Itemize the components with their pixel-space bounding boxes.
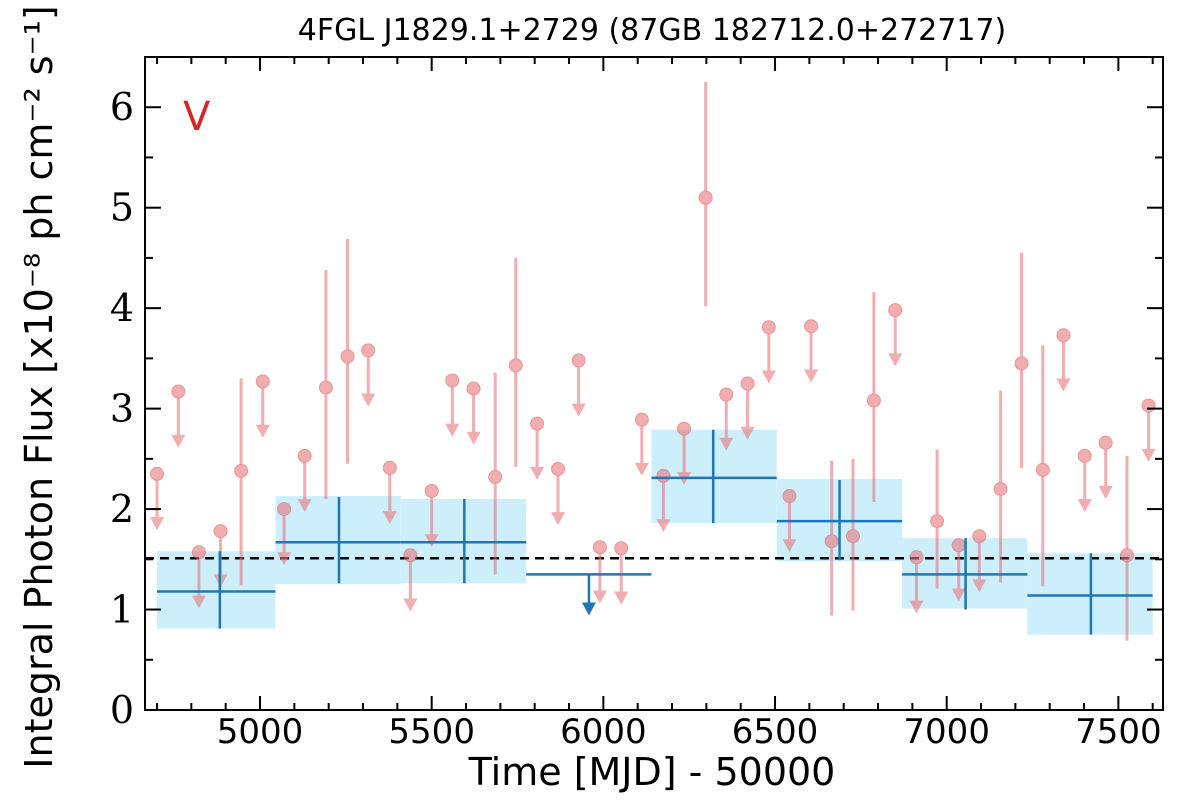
y-tick-label: 4 bbox=[110, 286, 134, 330]
bin-point bbox=[1027, 553, 1153, 635]
y-tick-label: 6 bbox=[110, 85, 134, 129]
data-point bbox=[424, 483, 439, 548]
plot-frame bbox=[144, 56, 1164, 711]
data-point bbox=[571, 353, 586, 417]
data-point bbox=[1119, 455, 1134, 641]
y-tick-label: 2 bbox=[110, 487, 134, 531]
data-point bbox=[1035, 345, 1050, 587]
data-point bbox=[508, 257, 523, 467]
x-tick-label: 6500 bbox=[732, 712, 819, 752]
data-point bbox=[614, 541, 629, 605]
data-point bbox=[234, 378, 249, 586]
data-point bbox=[1141, 398, 1156, 462]
bin-point bbox=[157, 551, 276, 629]
data-point bbox=[150, 466, 165, 531]
data-point bbox=[361, 343, 376, 407]
data-point bbox=[277, 502, 292, 566]
x-axis-label: Time [MJD] - 50000 bbox=[468, 750, 836, 794]
variability-label: V bbox=[183, 94, 211, 140]
y-axis-label: Integral Photon Flux [x10⁻⁸ ph cm⁻² s⁻¹] bbox=[17, 5, 61, 768]
x-tick-label: 5500 bbox=[388, 712, 475, 752]
bin-point bbox=[776, 479, 903, 561]
y-tick-label: 3 bbox=[110, 387, 134, 431]
data-point bbox=[909, 550, 924, 614]
data-point bbox=[551, 461, 566, 526]
data-point bbox=[191, 545, 206, 609]
x-tick-label: 5000 bbox=[217, 712, 304, 752]
data-point bbox=[1014, 252, 1029, 468]
data-point bbox=[403, 548, 418, 612]
data-point bbox=[634, 412, 649, 476]
x-tick-label: 6000 bbox=[560, 712, 647, 752]
data-point bbox=[445, 373, 460, 437]
data-point bbox=[1077, 448, 1092, 513]
data-point bbox=[1056, 328, 1071, 392]
data-point bbox=[993, 390, 1008, 583]
plot-area: 5000 5500 6000 6500 7000 7500 0 1 2 3 4 5 6 bbox=[110, 56, 1164, 752]
y-tick-label: 5 bbox=[110, 186, 134, 230]
data-point bbox=[698, 82, 713, 307]
y-tick-label: 1 bbox=[110, 588, 134, 632]
x-tick-label: 7500 bbox=[1075, 712, 1162, 752]
data-point bbox=[888, 303, 903, 367]
data-point bbox=[740, 376, 755, 440]
bin-point bbox=[651, 429, 777, 524]
x-tick-label: 7000 bbox=[903, 712, 990, 752]
data-point bbox=[488, 372, 503, 575]
data-point bbox=[318, 269, 333, 500]
data-point bbox=[719, 387, 734, 451]
data-point bbox=[951, 538, 966, 602]
bin-point bbox=[400, 499, 527, 584]
data-point bbox=[782, 489, 797, 553]
data-point bbox=[382, 460, 397, 525]
bin-point bbox=[526, 573, 652, 616]
y-tick-label: 0 bbox=[110, 688, 134, 732]
data-point bbox=[1098, 435, 1113, 500]
bin-point bbox=[902, 538, 1028, 610]
data-point bbox=[972, 529, 987, 593]
data-point bbox=[930, 449, 945, 589]
data-point bbox=[466, 381, 481, 445]
data-point bbox=[592, 540, 607, 604]
data-point bbox=[530, 416, 545, 480]
data-point bbox=[761, 320, 776, 384]
data-point bbox=[340, 238, 355, 464]
data-point bbox=[845, 458, 860, 611]
data-point bbox=[824, 460, 839, 616]
data-point bbox=[297, 448, 312, 513]
data-point bbox=[171, 384, 186, 448]
chart-title: 4FGL J1829.1+2729 (87GB 182712.0+272717) bbox=[298, 13, 1006, 48]
bin-shade bbox=[157, 551, 276, 629]
data-point bbox=[255, 374, 270, 438]
data-point bbox=[866, 292, 881, 503]
bin-point bbox=[275, 497, 401, 584]
data-point bbox=[804, 319, 819, 383]
